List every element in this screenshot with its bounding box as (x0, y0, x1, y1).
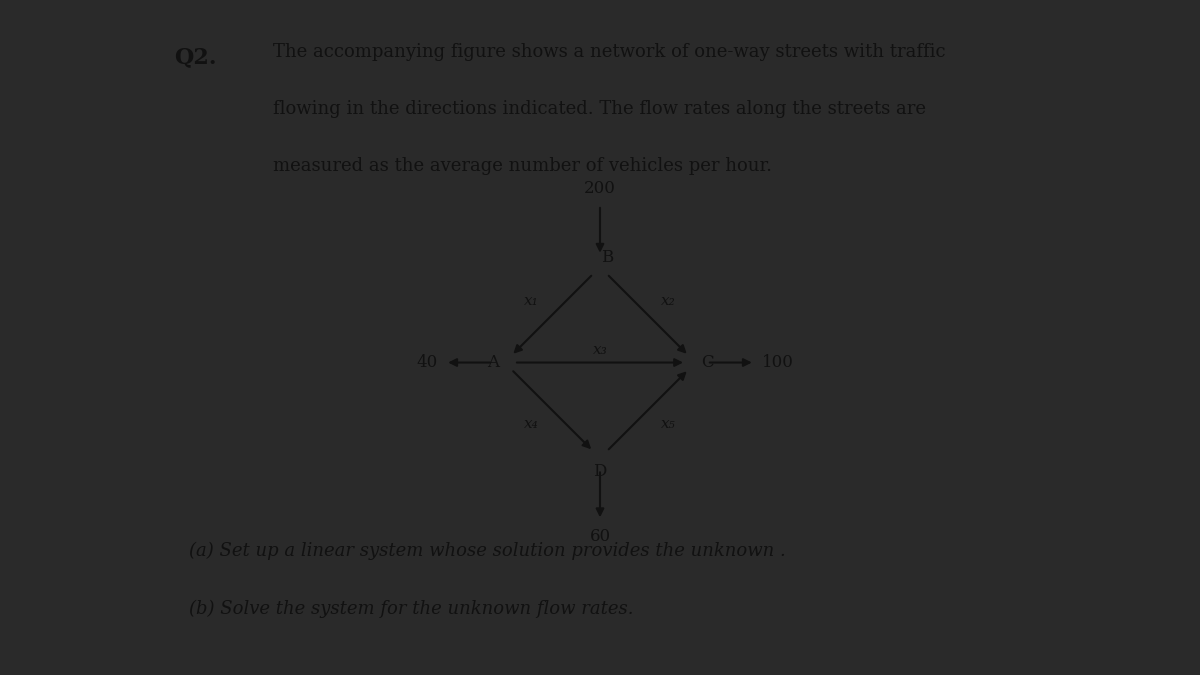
Text: (a) Set up a linear system whose solution provides the unknown .: (a) Set up a linear system whose solutio… (188, 541, 786, 560)
Text: 100: 100 (762, 354, 794, 371)
Text: A: A (487, 354, 499, 371)
Text: B: B (601, 249, 613, 266)
Text: Q2.: Q2. (174, 46, 217, 68)
Text: The accompanying figure shows a network of one-way streets with traffic: The accompanying figure shows a network … (272, 43, 946, 61)
Text: x₃: x₃ (593, 343, 607, 357)
Text: x₅: x₅ (661, 416, 676, 431)
Text: 200: 200 (584, 180, 616, 197)
Text: 40: 40 (416, 354, 438, 371)
Text: flowing in the directions indicated. The flow rates along the streets are: flowing in the directions indicated. The… (272, 100, 925, 117)
Text: 60: 60 (589, 528, 611, 545)
Text: measured as the average number of vehicles per hour.: measured as the average number of vehicl… (272, 157, 772, 175)
Text: x₂: x₂ (661, 294, 676, 308)
Text: D: D (593, 463, 607, 480)
Text: (b) Solve the system for the unknown flow rates.: (b) Solve the system for the unknown flo… (188, 600, 634, 618)
Text: x₄: x₄ (524, 416, 539, 431)
Text: x₁: x₁ (524, 294, 539, 308)
Text: C: C (702, 354, 714, 371)
